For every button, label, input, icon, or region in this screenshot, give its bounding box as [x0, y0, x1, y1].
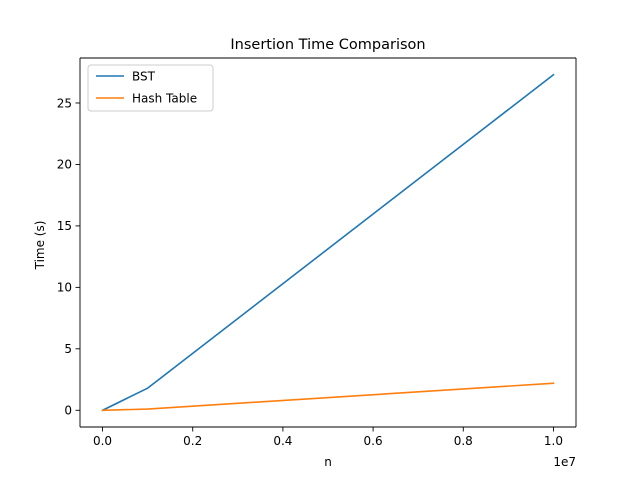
x-tick-label: 0.2: [183, 434, 202, 448]
plot-area: [80, 58, 576, 427]
legend-label-1: Hash Table: [132, 91, 197, 105]
legend: BST Hash Table: [87, 64, 214, 112]
legend-label-0: BST: [132, 69, 156, 83]
y-tick-label: 0: [64, 404, 72, 418]
x-tick-label: 0.6: [364, 434, 383, 448]
x-axis-offset-label: 1e7: [553, 455, 576, 469]
series-layer: [101, 73, 555, 412]
y-tick-label: 25: [57, 96, 72, 110]
y-tick-label: 20: [57, 158, 72, 172]
series-line-1: [101, 382, 555, 412]
x-tick-label: 0.0: [93, 434, 112, 448]
y-tick-label: 15: [57, 219, 72, 233]
series-line-0: [101, 73, 555, 412]
chart-title: Insertion Time Comparison: [230, 37, 425, 53]
y-axis-label: Time (s): [33, 221, 47, 271]
y-tick-label: 10: [57, 281, 72, 295]
plot-background: [80, 58, 576, 427]
axes-layer: 0.0 0.2 0.4 0.6 0.8 1.0 0 5 10 15 20 25: [57, 57, 577, 448]
x-axis-label: n: [324, 455, 332, 469]
x-tick-label: 1.0: [544, 434, 563, 448]
x-tick-label: 0.8: [454, 434, 473, 448]
y-tick-label: 5: [64, 342, 72, 356]
x-tick-label: 0.4: [273, 434, 292, 448]
